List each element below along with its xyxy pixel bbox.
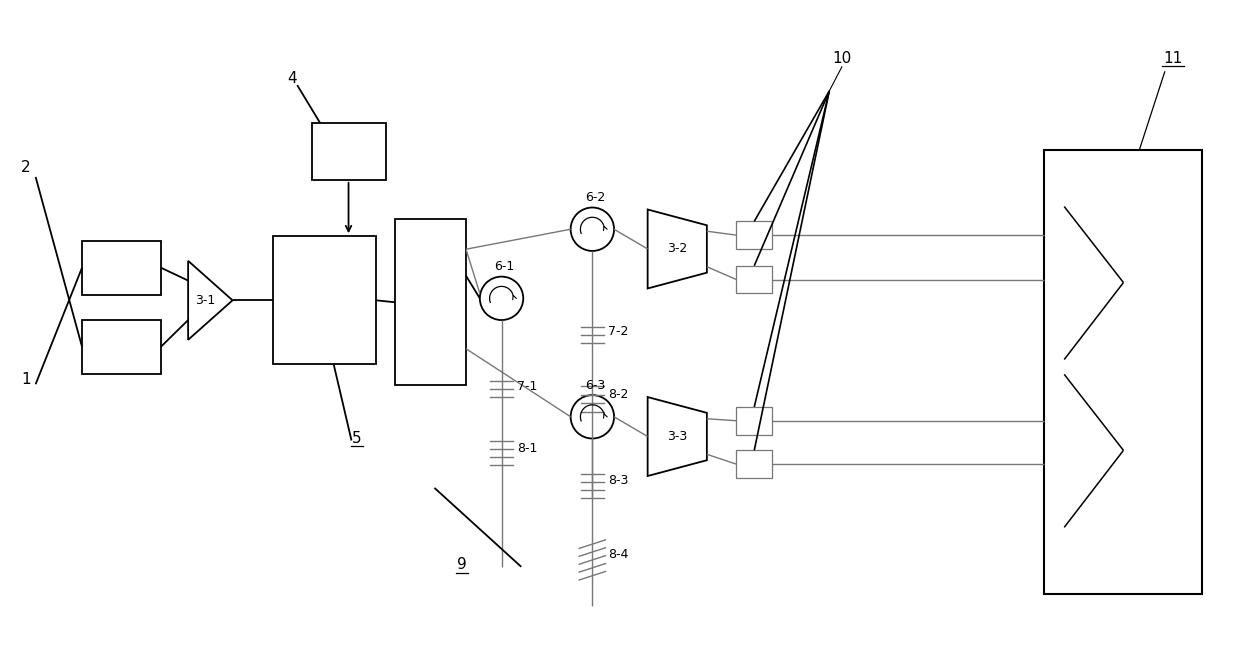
Text: 8-2: 8-2 (608, 388, 629, 400)
Text: 5: 5 (352, 431, 361, 446)
Bar (273, 236, 376, 364)
Bar (82, 241, 161, 295)
Text: 11: 11 (1163, 51, 1183, 66)
Text: 8-4: 8-4 (608, 548, 629, 561)
Text: 3-2: 3-2 (667, 242, 687, 255)
Text: 8-1: 8-1 (517, 442, 538, 455)
Text: 3-1: 3-1 (195, 294, 216, 307)
Bar (1044, 150, 1203, 594)
Text: 9: 9 (458, 557, 467, 572)
Text: 6-2: 6-2 (585, 191, 605, 204)
Bar (737, 266, 773, 294)
Bar (394, 220, 466, 385)
Text: 7-2: 7-2 (608, 325, 629, 338)
Text: 8-3: 8-3 (608, 474, 629, 487)
Text: 7-1: 7-1 (517, 380, 538, 393)
Text: 10: 10 (832, 51, 852, 66)
Bar (737, 407, 773, 435)
Text: 1: 1 (21, 372, 31, 387)
Text: 4: 4 (288, 71, 298, 86)
Bar (737, 222, 773, 249)
Text: 6-1: 6-1 (495, 260, 515, 273)
Bar (312, 122, 386, 180)
Text: 2: 2 (21, 159, 31, 174)
Text: 6-3: 6-3 (585, 378, 605, 391)
Bar (737, 450, 773, 478)
Text: 3-3: 3-3 (667, 430, 687, 443)
Bar (82, 320, 161, 375)
